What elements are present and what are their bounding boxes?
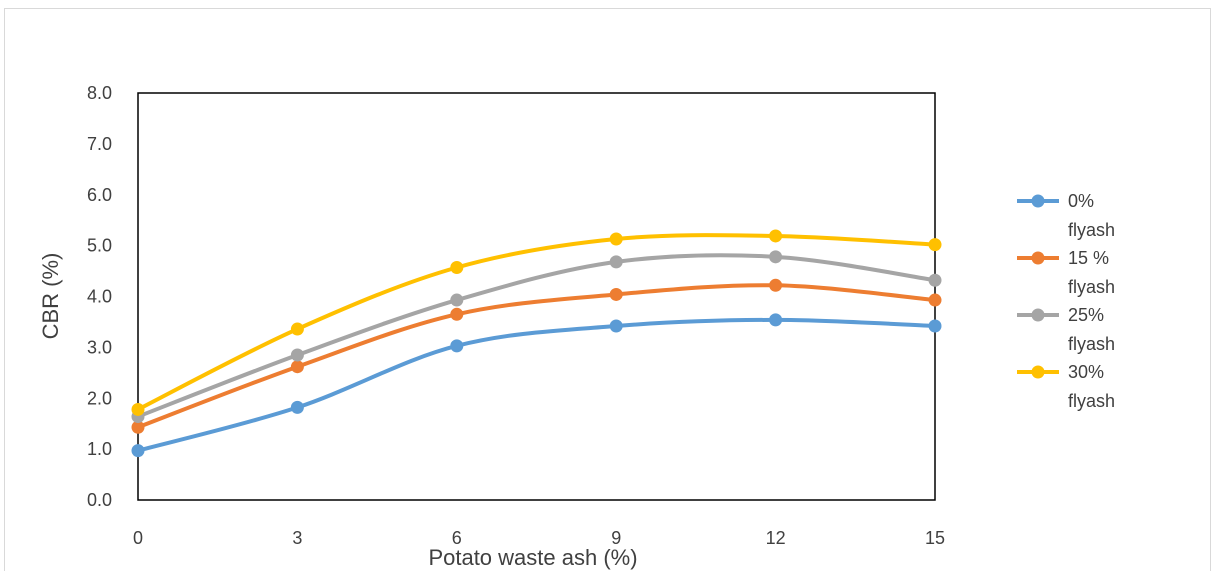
data-point: [928, 238, 942, 252]
x-axis-ticks: 0 3 6 9 12 15: [133, 528, 945, 548]
legend-marker: [1031, 194, 1045, 208]
x-axis-title: Potato waste ash (%): [428, 545, 637, 570]
x-tick-label: 12: [766, 528, 786, 548]
y-tick-label: 7.0: [87, 134, 112, 154]
legend-marker: [1031, 365, 1045, 379]
data-point: [450, 293, 464, 307]
y-tick-label: 1.0: [87, 439, 112, 459]
data-point: [609, 287, 623, 301]
y-tick-label: 0.0: [87, 490, 112, 510]
data-point: [450, 307, 464, 321]
data-point: [769, 250, 783, 264]
y-tick-label: 3.0: [87, 337, 112, 357]
data-point: [290, 400, 304, 414]
data-point: [131, 402, 145, 416]
x-tick-label: 15: [925, 528, 945, 548]
series-line: [136, 253, 937, 419]
data-point: [609, 319, 623, 333]
x-tick-label: 6: [452, 528, 462, 548]
data-point: [290, 322, 304, 336]
series-line: [136, 283, 937, 430]
data-point: [769, 313, 783, 327]
data-point: [769, 229, 783, 243]
legend: 0% flyash 15 % flyash 25% flyash 30% flyash: [1017, 191, 1115, 411]
series-markers: [131, 229, 942, 458]
y-tick-label: 5.0: [87, 236, 112, 256]
data-point: [131, 420, 145, 434]
legend-label: flyash: [1068, 391, 1115, 411]
data-point: [131, 444, 145, 458]
data-point: [928, 319, 942, 333]
series-line: [136, 233, 937, 412]
data-point: [928, 293, 942, 307]
legend-label: flyash: [1068, 277, 1115, 297]
data-point: [290, 360, 304, 374]
series-lines: [136, 233, 937, 453]
data-point: [450, 261, 464, 275]
data-point: [928, 273, 942, 287]
chart-area: [4, 8, 1211, 571]
legend-label: 30%: [1068, 362, 1104, 382]
legend-marker: [1031, 308, 1045, 322]
y-tick-label: 6.0: [87, 185, 112, 205]
x-tick-label: 0: [133, 528, 143, 548]
plot-area: [137, 92, 936, 501]
legend-label: flyash: [1068, 220, 1115, 240]
legend-label: 0%: [1068, 191, 1094, 211]
legend-label: 25%: [1068, 305, 1104, 325]
series-line: [136, 317, 937, 453]
y-tick-label: 2.0: [87, 388, 112, 408]
x-tick-label: 3: [292, 528, 302, 548]
data-point: [450, 339, 464, 353]
legend-label: flyash: [1068, 334, 1115, 354]
x-tick-label: 9: [611, 528, 621, 548]
data-point: [290, 348, 304, 362]
y-axis-title: CBR (%): [38, 253, 63, 340]
data-point: [609, 255, 623, 269]
legend-marker: [1031, 251, 1045, 265]
legend-label: 15 %: [1068, 248, 1109, 268]
y-tick-label: 4.0: [87, 287, 112, 307]
data-point: [769, 278, 783, 292]
data-point: [609, 232, 623, 246]
y-tick-label: 8.0: [87, 83, 112, 103]
y-axis-ticks: 0.0 1.0 2.0 3.0 4.0 5.0 6.0 7.0 8.0: [87, 83, 112, 510]
